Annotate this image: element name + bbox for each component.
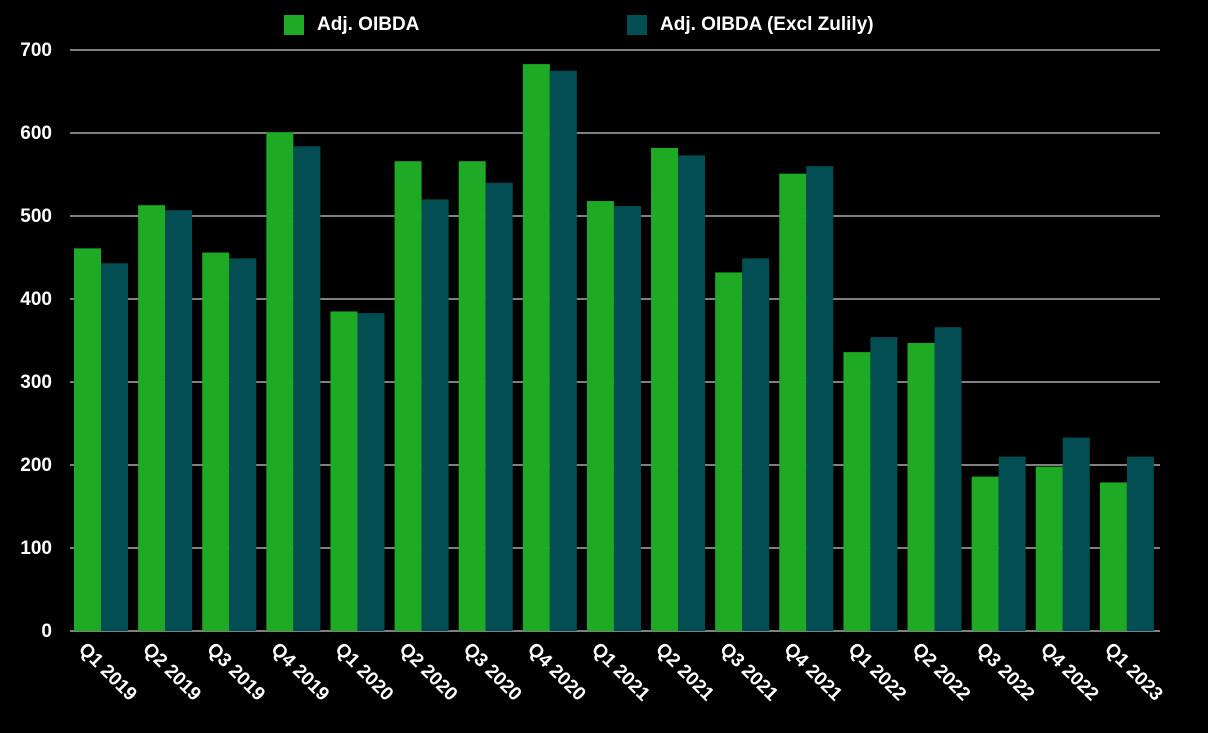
legend-item-adj-oibda: Adj. OIBDA bbox=[284, 14, 419, 36]
bar-adj-oibda bbox=[907, 342, 935, 631]
bar-adj-oibda bbox=[202, 252, 230, 631]
x-tick-label: Q4 2021 bbox=[780, 639, 847, 706]
y-tick-label: 0 bbox=[41, 621, 52, 642]
bar-adj-oibda bbox=[138, 205, 166, 631]
bar-adj-oibda bbox=[1035, 466, 1063, 631]
bar-adj-oibda-excl-zulily bbox=[421, 199, 449, 631]
x-tick-label: Q1 2019 bbox=[74, 639, 140, 705]
bar-adj-oibda-excl-zulily bbox=[1126, 456, 1154, 631]
y-tick-label: 300 bbox=[20, 372, 52, 393]
bar-adj-oibda-excl-zulily bbox=[357, 313, 385, 631]
x-tick-label: Q1 2023 bbox=[1100, 639, 1166, 705]
y-tick-label: 600 bbox=[20, 123, 52, 144]
x-tick-label: Q1 2022 bbox=[844, 639, 910, 705]
bar-adj-oibda bbox=[715, 272, 743, 631]
bar-adj-oibda-excl-zulily bbox=[1062, 437, 1090, 631]
bar-adj-oibda-excl-zulily bbox=[742, 258, 770, 631]
x-tick-label: Q3 2020 bbox=[459, 639, 525, 705]
bar-adj-oibda bbox=[1099, 482, 1127, 631]
bar-adj-oibda bbox=[651, 147, 679, 631]
bar-adj-oibda bbox=[266, 132, 294, 632]
bar-adj-oibda bbox=[586, 201, 614, 631]
x-tick-label: Q2 2021 bbox=[651, 639, 718, 706]
x-tick-label: Q4 2022 bbox=[1036, 639, 1102, 705]
bar-adj-oibda bbox=[458, 161, 486, 631]
bar-adj-oibda-excl-zulily bbox=[229, 258, 257, 631]
bar-adj-oibda-excl-zulily bbox=[293, 146, 321, 631]
y-tick-label: 700 bbox=[20, 40, 52, 61]
x-tick-label: Q2 2020 bbox=[395, 639, 461, 705]
legend-swatch-adj-oibda-excl-zulily bbox=[627, 15, 647, 35]
bar-adj-oibda-excl-zulily bbox=[998, 456, 1026, 631]
legend-swatch-adj-oibda bbox=[284, 15, 304, 35]
bar-adj-oibda-excl-zulily bbox=[101, 263, 128, 631]
bar-adj-oibda-excl-zulily bbox=[485, 182, 513, 632]
legend: Adj. OIBDA Adj. OIBDA (Excl Zulily) bbox=[0, 14, 1208, 42]
bar-adj-oibda bbox=[843, 352, 871, 631]
bar-adj-oibda bbox=[74, 248, 101, 631]
x-tick-label: Q1 2020 bbox=[331, 639, 397, 705]
bar-adj-oibda bbox=[522, 64, 550, 632]
y-tick-label: 100 bbox=[20, 538, 52, 559]
x-tick-label: Q2 2022 bbox=[908, 639, 974, 705]
bar-adj-oibda bbox=[971, 476, 999, 631]
bar-adj-oibda-excl-zulily bbox=[165, 210, 193, 631]
bar-adj-oibda-excl-zulily bbox=[678, 155, 706, 631]
y-tick-label: 200 bbox=[20, 455, 52, 476]
x-tick-label: Q2 2019 bbox=[138, 639, 204, 705]
x-tick-label: Q4 2019 bbox=[267, 639, 333, 705]
bar-adj-oibda bbox=[779, 173, 807, 632]
x-tick-label: Q4 2020 bbox=[523, 639, 589, 705]
bar-adj-oibda bbox=[330, 311, 358, 631]
y-tick-label: 500 bbox=[20, 206, 52, 227]
legend-label-adj-oibda-excl-zulily: Adj. OIBDA (Excl Zulily) bbox=[660, 14, 874, 35]
x-tick-label: Q3 2021 bbox=[715, 639, 782, 706]
bar-adj-oibda-excl-zulily bbox=[613, 206, 641, 632]
bar-adj-oibda-excl-zulily bbox=[870, 337, 898, 631]
x-tick-label: Q1 2021 bbox=[587, 639, 654, 706]
legend-item-adj-oibda-excl-zulily: Adj. OIBDA (Excl Zulily) bbox=[627, 14, 874, 36]
legend-label-adj-oibda: Adj. OIBDA bbox=[317, 14, 420, 35]
bar-adj-oibda-excl-zulily bbox=[549, 70, 577, 631]
x-tick-label: Q3 2019 bbox=[203, 639, 269, 705]
bar-adj-oibda-excl-zulily bbox=[934, 327, 962, 631]
x-tick-label: Q3 2022 bbox=[972, 639, 1038, 705]
bar-adj-oibda bbox=[394, 161, 422, 631]
bar-adj-oibda-excl-zulily bbox=[806, 166, 834, 631]
y-tick-label: 400 bbox=[20, 289, 52, 310]
